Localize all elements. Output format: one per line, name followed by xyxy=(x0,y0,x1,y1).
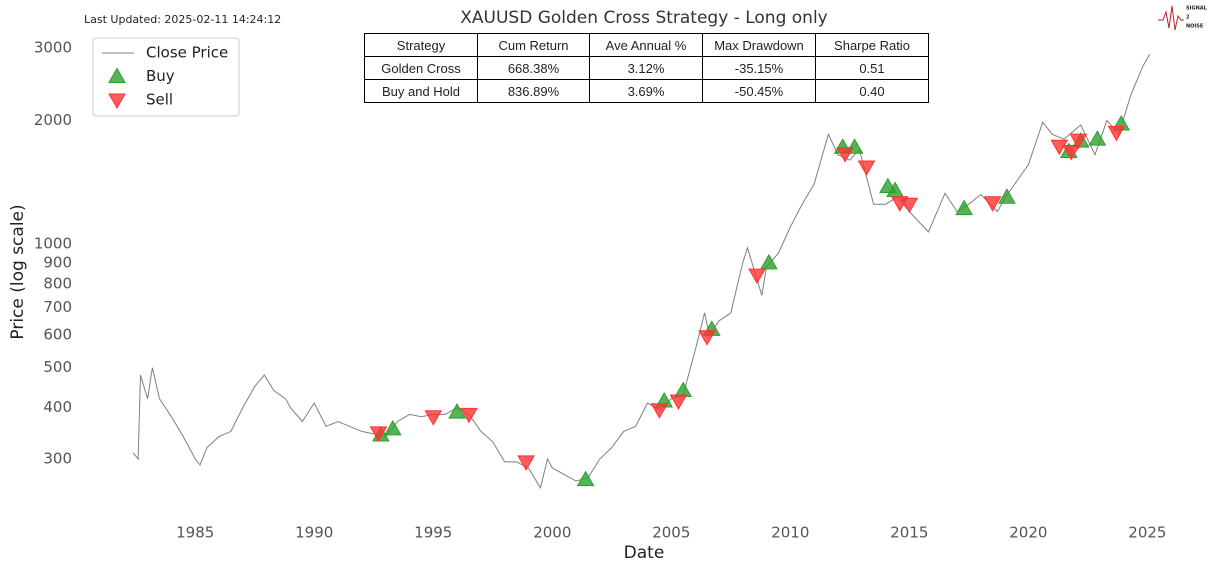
sell-marker xyxy=(748,268,766,285)
buy-marker xyxy=(955,199,973,216)
x-tick-label: 2025 xyxy=(1128,524,1166,542)
table-cell: Golden Cross xyxy=(364,56,478,80)
table-cell: Cum Return xyxy=(477,33,590,57)
sell-marker xyxy=(1107,125,1126,142)
y-tick-label: 2000 xyxy=(34,111,72,129)
logo-text: NOISE xyxy=(1186,24,1204,30)
table-row: Buy and Hold 836.89% 3.69% -50.45% 0.40 xyxy=(364,79,929,103)
logo: SIGNAL 2 NOISE xyxy=(1158,6,1208,31)
table-row: Golden Cross 668.38% 3.12% -35.15% 0.51 xyxy=(364,56,929,80)
annotation: Last Updated: 2025-02-11 14:24:12 xyxy=(84,13,281,26)
logo-text: SIGNAL xyxy=(1186,6,1208,12)
y-tick-label: 600 xyxy=(43,326,72,344)
price-line xyxy=(132,53,1151,490)
legend-swatch xyxy=(108,67,126,83)
x-axis-label: Date xyxy=(624,543,665,563)
x-tick-label: 1990 xyxy=(295,524,333,542)
table-cell: Buy and Hold xyxy=(364,79,478,103)
y-tick-label: 1000 xyxy=(34,235,72,253)
table-cell: -35.15% xyxy=(702,56,816,80)
chart-title: XAUUSD Golden Cross Strategy - Long only xyxy=(460,8,827,28)
table-cell: 0.51 xyxy=(815,56,929,80)
sell-marker xyxy=(1062,144,1081,161)
legend-swatch xyxy=(108,93,126,110)
legend-label: Buy xyxy=(146,67,175,85)
y-tick-label: 300 xyxy=(43,449,72,467)
sell-marker xyxy=(650,403,669,419)
table-cell: 3.12% xyxy=(589,56,703,80)
x-tick-label: 2005 xyxy=(652,524,690,542)
x-tick-label: 2020 xyxy=(1009,524,1047,542)
table-cell: 0.40 xyxy=(815,79,929,103)
buy-marker xyxy=(998,188,1016,204)
logo-text: 2 xyxy=(1186,15,1190,21)
table-cell: 668.38% xyxy=(477,56,590,80)
legend-label: Sell xyxy=(146,91,173,109)
table-cell: Sharpe Ratio xyxy=(815,33,929,57)
sell-marker xyxy=(857,160,876,177)
buy-marker xyxy=(1088,130,1107,146)
table-cell: 836.89% xyxy=(477,79,590,103)
sell-marker xyxy=(983,196,1002,212)
y-tick-label: 700 xyxy=(43,298,72,316)
legend-label: Close Price xyxy=(146,44,228,62)
sell-marker xyxy=(424,410,443,426)
buy-marker xyxy=(383,419,402,436)
sell-marker xyxy=(900,197,919,214)
buy-marker xyxy=(448,403,466,419)
table-cell: Ave Annual % xyxy=(589,33,703,57)
x-tick-label: 1995 xyxy=(414,524,452,542)
y-tick-label: 3000 xyxy=(34,39,72,57)
y-axis-label: Price (log scale) xyxy=(8,204,28,339)
sell-marker xyxy=(369,426,388,442)
table-cell: -50.45% xyxy=(702,79,816,103)
table-cell: 3.69% xyxy=(589,79,703,103)
table-cell: Strategy xyxy=(364,33,478,57)
buy-marker xyxy=(576,470,595,487)
sell-marker xyxy=(1050,139,1069,156)
sell-marker xyxy=(1069,133,1088,150)
x-tick-label: 2000 xyxy=(533,524,571,542)
table-header: Strategy Cum Return Ave Annual % Max Drawdo… xyxy=(364,33,929,57)
stats-table: Strategy Cum Return Ave Annual % Max Drawdo… xyxy=(364,33,929,103)
sell-marker xyxy=(698,330,716,346)
y-tick-label: 500 xyxy=(43,358,72,376)
sell-marker xyxy=(836,147,854,163)
legend: Close Price Buy Sell xyxy=(92,37,240,117)
table-cell: Max Drawdown xyxy=(702,33,816,57)
x-tick-label: 1985 xyxy=(176,524,214,542)
sell-marker xyxy=(460,407,478,424)
x-tick-label: 2010 xyxy=(771,524,809,542)
sell-marker xyxy=(517,455,535,471)
y-tick-label: 900 xyxy=(43,253,72,271)
legend-box xyxy=(92,37,240,117)
y-tick-label: 800 xyxy=(43,274,72,292)
buy-marker xyxy=(760,253,778,270)
y-tick-label: 400 xyxy=(43,398,72,416)
x-tick-label: 2015 xyxy=(890,524,928,542)
buy-marker xyxy=(674,381,693,398)
sell-marker xyxy=(669,394,688,410)
